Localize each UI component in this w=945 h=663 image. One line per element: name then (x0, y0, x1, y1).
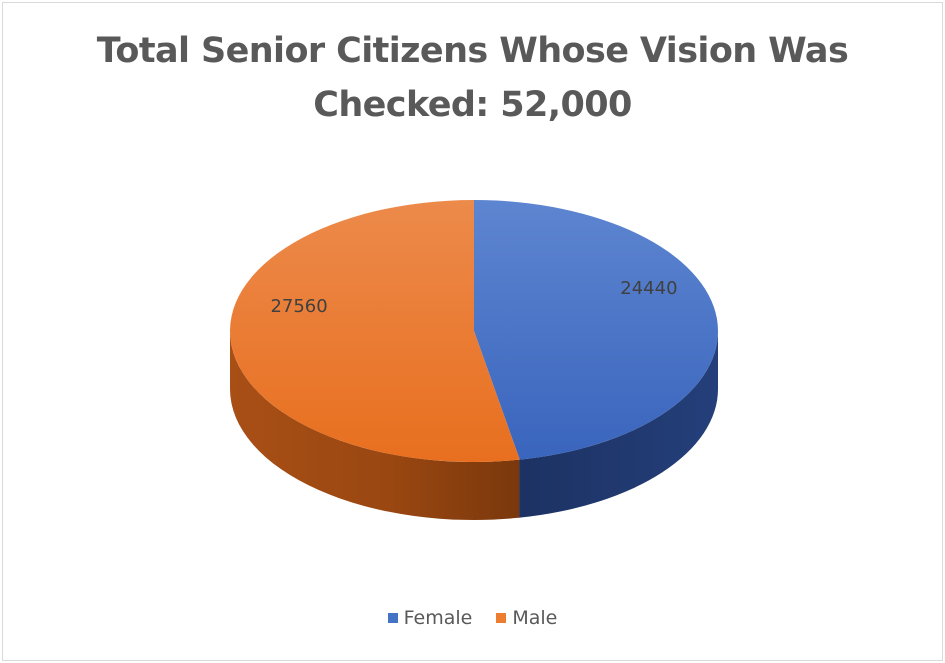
legend-item-male: Male (496, 607, 557, 629)
legend-swatch-female (387, 613, 398, 623)
pie-side-male (230, 331, 520, 520)
legend-item-female: Female (387, 607, 473, 629)
chart-legend: Female Male (0, 606, 945, 629)
chart-title-line-1: Total Senior Citizens Whose Vision Was (96, 31, 849, 71)
data-label-female: 24440 (620, 278, 677, 299)
legend-label-female: Female (403, 607, 473, 629)
pie-slice-male (230, 200, 520, 462)
pie-side-female (519, 331, 718, 518)
chart-title: Total Senior Citizens Whose Vision Was C… (0, 24, 945, 132)
chart-title-line-2: Checked: 52,000 (313, 85, 632, 125)
data-label-male: 27560 (270, 296, 327, 317)
legend-label-male: Male (512, 607, 558, 629)
pie-slice-female (474, 200, 719, 460)
legend-swatch-male (496, 613, 507, 623)
